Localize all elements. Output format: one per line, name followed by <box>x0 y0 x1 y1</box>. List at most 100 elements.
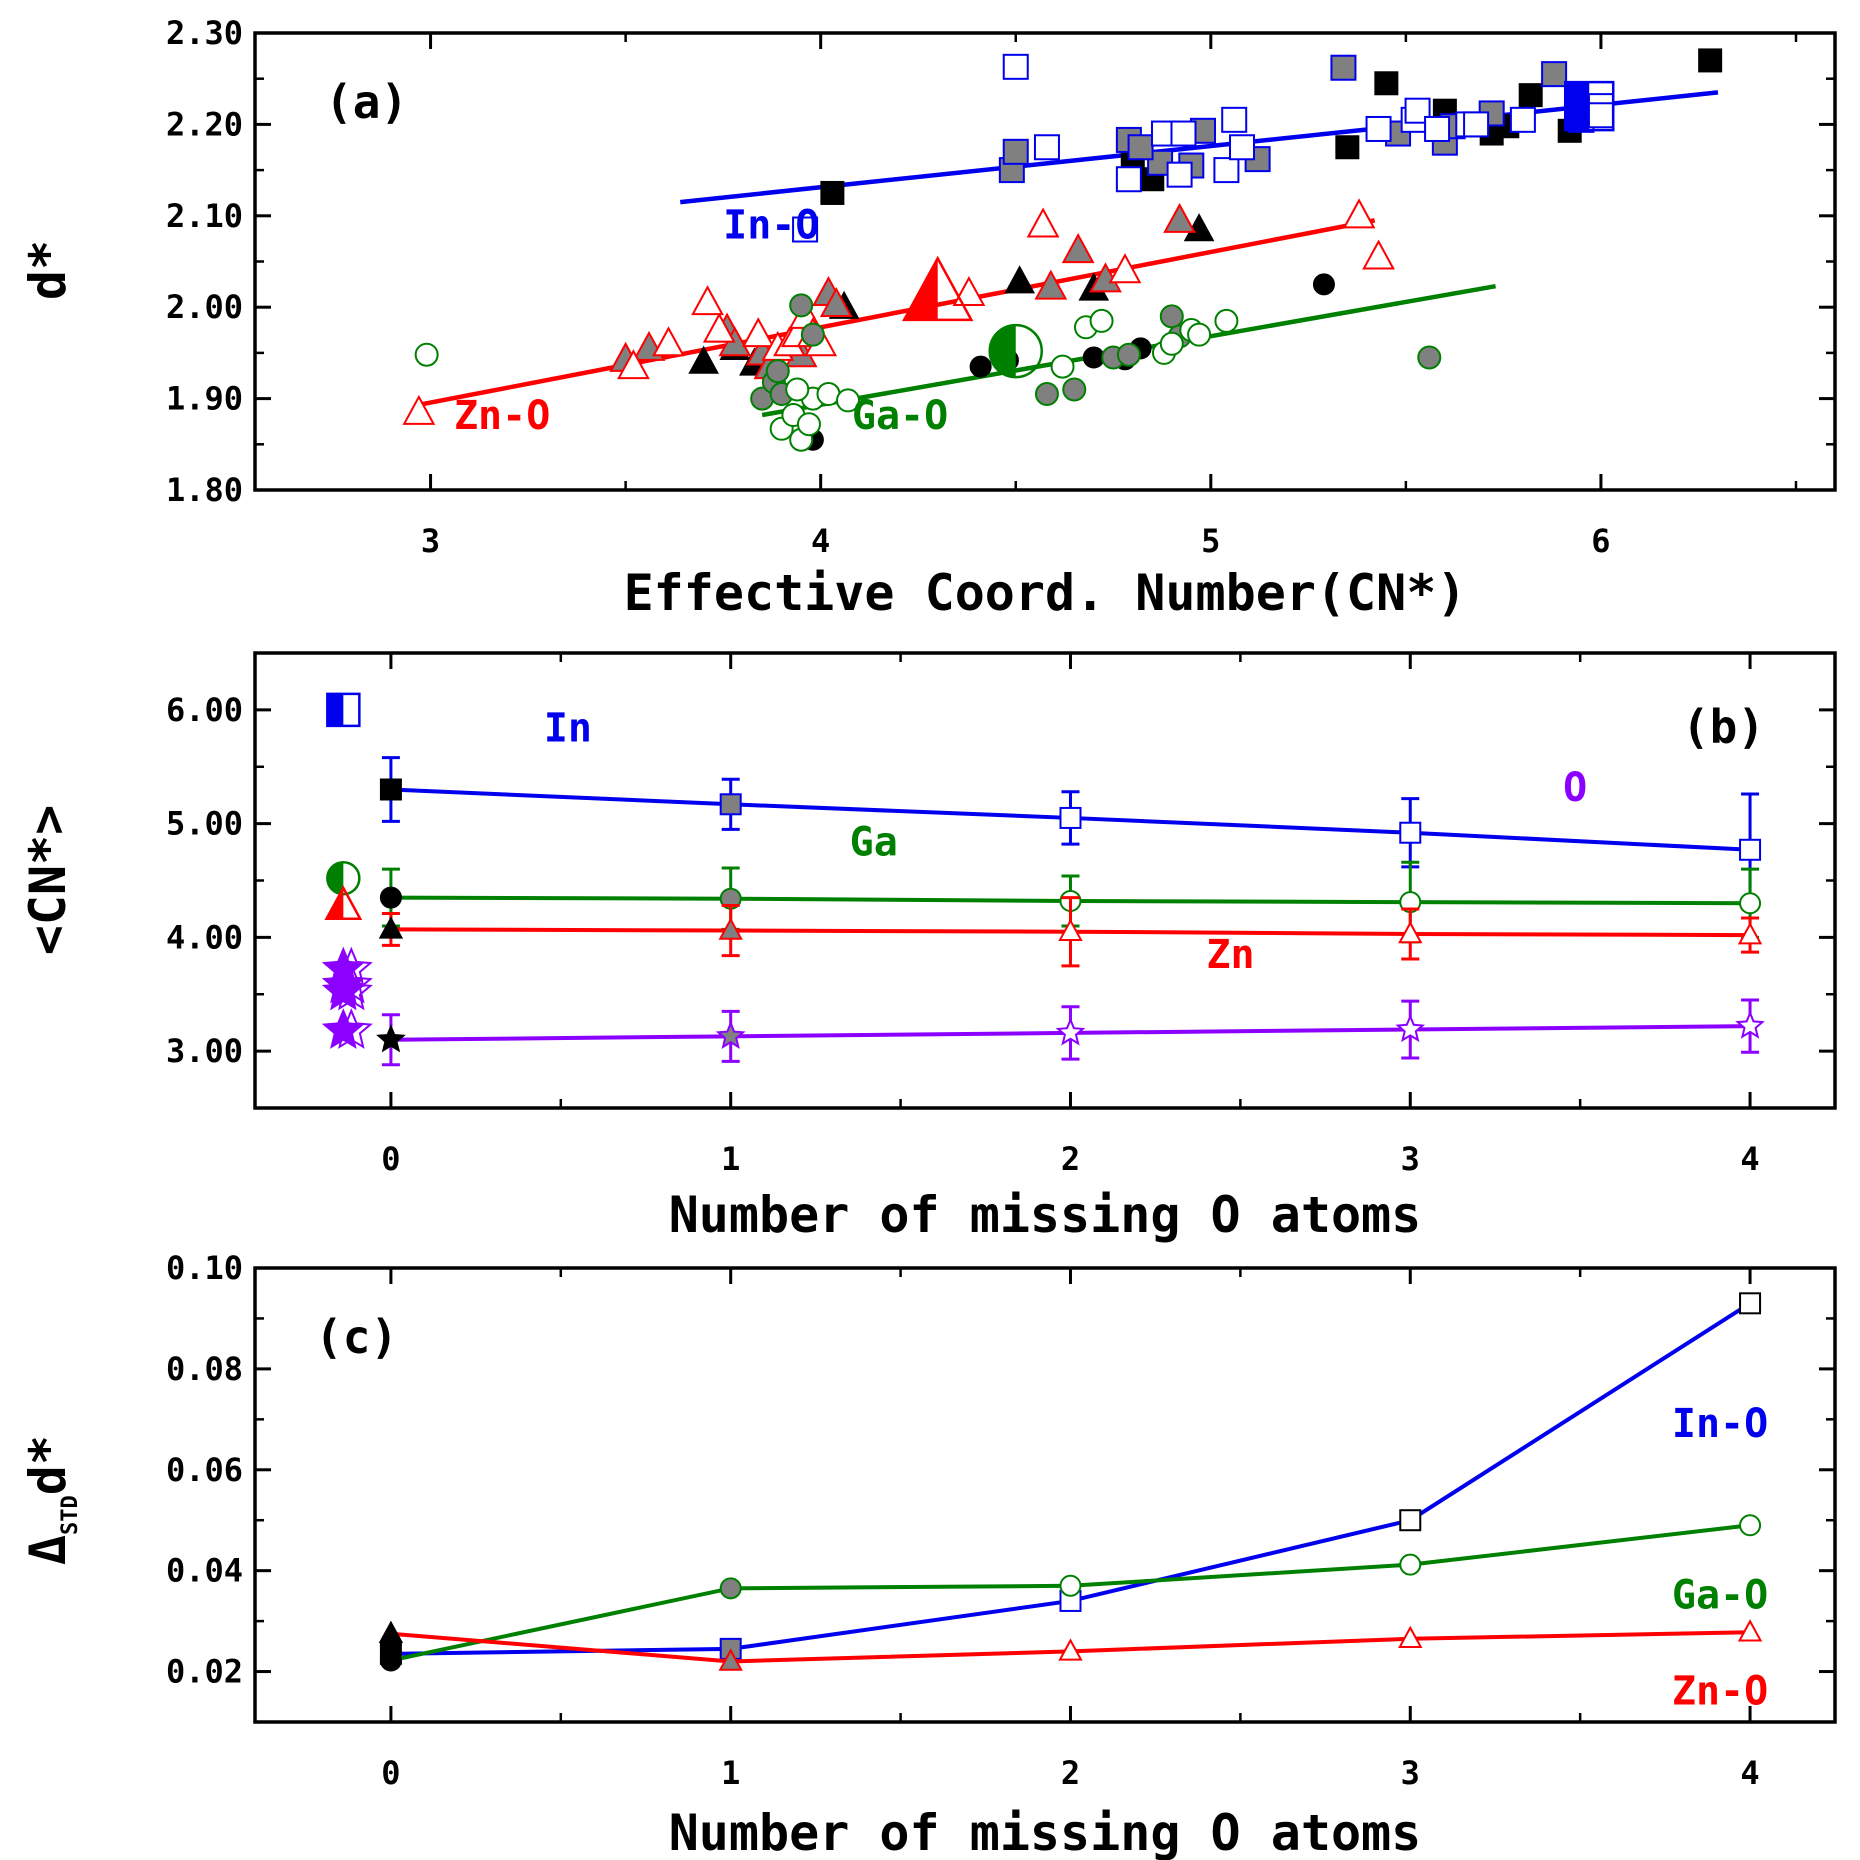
reference-marker-left <box>327 862 344 895</box>
data-point <box>715 1020 746 1050</box>
series-ga-o-2-4-missing- <box>414 308 1239 452</box>
data-point <box>378 916 404 939</box>
data-point <box>1033 134 1060 161</box>
series-ga-o-1-missing- <box>750 293 1442 411</box>
data-point <box>1398 1625 1423 1649</box>
reference-marker <box>321 1008 365 1049</box>
series-label: Zn-O <box>1672 1668 1768 1714</box>
data-point <box>617 349 650 380</box>
y-tick-label: 1.80 <box>166 471 243 509</box>
data-point <box>379 778 402 801</box>
reference-marker-outline <box>988 323 1043 379</box>
reference-marker-outline <box>329 969 373 1011</box>
reference-marker-left <box>321 1008 365 1049</box>
y-tick-label: 6.00 <box>166 691 243 729</box>
y-tick-label: 0.10 <box>166 1249 243 1287</box>
data-point <box>1082 346 1105 369</box>
data-point <box>952 276 986 307</box>
y-tick-label: 2.20 <box>166 105 243 143</box>
x-axis-title: Number of missing O atoms <box>669 1186 1422 1244</box>
panel-tag: (b) <box>1682 700 1765 754</box>
x-tick-label: 2 <box>1061 1754 1080 1792</box>
reference-marker-outline <box>1563 80 1615 132</box>
y-axis-title-tail: d* <box>19 1435 77 1495</box>
data-point <box>1399 821 1422 844</box>
x-tick-label: 5 <box>1201 522 1220 560</box>
data-point <box>1058 918 1083 941</box>
data-point <box>718 917 743 940</box>
x-tick-label: 4 <box>811 522 830 560</box>
y-axis-title: <CN*> <box>19 805 77 956</box>
data-point <box>1002 138 1029 165</box>
series-label: In-O <box>1672 1401 1768 1447</box>
series-label: Ga-O <box>1672 1573 1768 1619</box>
data-point <box>1159 304 1184 329</box>
reference-marker-left <box>327 693 344 726</box>
data-point <box>1004 265 1035 294</box>
panel-a-scatter: 1.80 1.90 2.00 2.10 2.20 2.30 3 4 5 6 Effective Co… <box>19 14 1837 622</box>
data-point <box>1213 157 1240 184</box>
data-point <box>1061 233 1095 264</box>
y-axis-title-main: Δ <box>19 1535 77 1565</box>
series-label: In <box>544 706 592 752</box>
y-tick-label: 2.10 <box>166 197 243 235</box>
data-point <box>1034 269 1068 300</box>
data-point <box>376 1024 406 1053</box>
data-point <box>414 342 439 367</box>
y-tick-label: 4.00 <box>166 918 243 956</box>
reference-marker <box>1563 80 1615 132</box>
fit-line-zn-o <box>422 218 1376 407</box>
series-label: In-O <box>723 203 819 249</box>
data-point <box>1312 273 1335 296</box>
data-point <box>1026 207 1060 238</box>
data-point <box>1229 134 1256 161</box>
data-point <box>1089 308 1114 333</box>
data-point <box>1058 1638 1083 1661</box>
data-point <box>1159 331 1184 356</box>
data-point <box>820 180 845 205</box>
x-tick-label: 4 <box>1740 1754 1759 1792</box>
reference-marker <box>324 885 363 920</box>
x-tick-label: 3 <box>1401 1754 1420 1792</box>
data-point <box>785 377 810 402</box>
panel-tag: (a) <box>325 75 408 129</box>
data-point <box>402 394 436 425</box>
y-tick-label: 0.06 <box>166 1451 243 1489</box>
x-tick-label: 0 <box>381 1140 400 1178</box>
data-point <box>1002 53 1029 80</box>
data-point <box>1424 115 1451 142</box>
data-point <box>1737 922 1763 945</box>
data-point <box>379 886 402 909</box>
reference-marker-outline <box>902 255 974 322</box>
y-tick-label: 1.90 <box>166 380 243 418</box>
data-point <box>1739 1514 1762 1537</box>
data-point <box>1115 166 1142 193</box>
data-point <box>1034 382 1059 407</box>
y-tick-label: 2.00 <box>166 288 243 326</box>
data-point <box>378 1620 404 1643</box>
data-point <box>379 1649 402 1672</box>
x-tick-label: 3 <box>1401 1140 1420 1178</box>
panel-b-mean-cn: 3.00 4.00 5.00 6.00 0 1 2 3 4 Number of missing O… <box>19 651 1837 1244</box>
data-point <box>1170 120 1197 147</box>
x-tick-label: 0 <box>381 1754 400 1792</box>
data-point <box>1335 135 1360 160</box>
series-label: Zn-O <box>454 393 550 439</box>
data-point <box>1116 342 1141 367</box>
data-point <box>1735 1010 1765 1039</box>
data-point <box>1463 111 1490 138</box>
data-point <box>1739 838 1762 861</box>
series-ga-o <box>379 1514 1762 1672</box>
x-tick-label: 1 <box>721 1754 740 1792</box>
y-axis-title-sub: STD <box>58 1495 83 1535</box>
data-point <box>719 1577 742 1600</box>
reference-marker-outline <box>329 1008 373 1049</box>
data-point <box>688 345 719 374</box>
data-point <box>702 312 736 343</box>
series-in <box>379 756 1762 908</box>
data-point <box>969 355 992 378</box>
data-point <box>1365 115 1392 142</box>
x-tick-label: 1 <box>721 1140 740 1178</box>
data-point <box>1698 48 1723 73</box>
data-point <box>1518 83 1543 108</box>
